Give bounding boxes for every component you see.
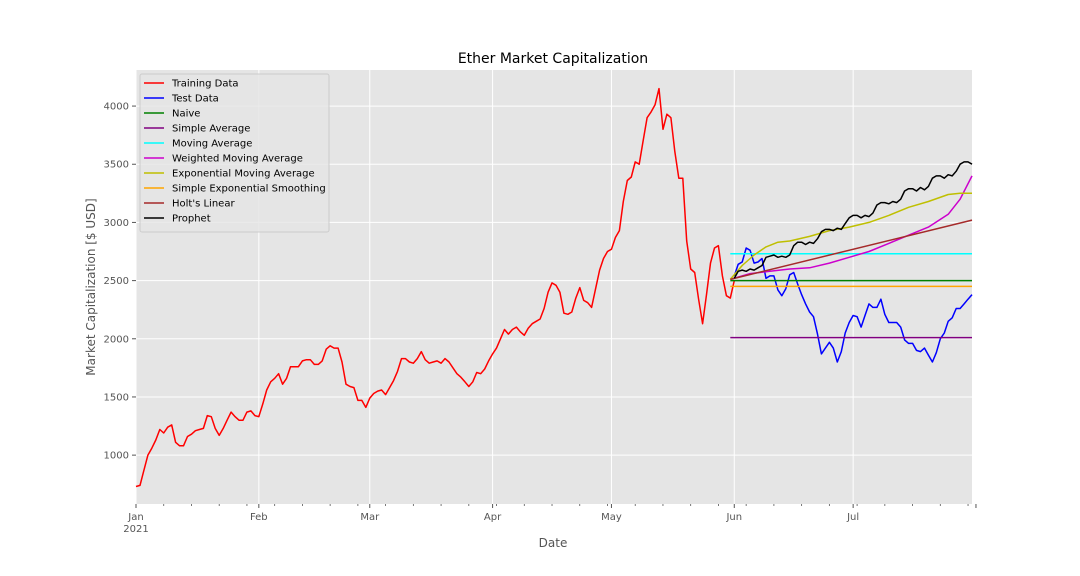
y-tick-label: 2500 — [104, 276, 129, 287]
y-axis: 1000 1500 2000 2500 3000 3500 4000 — [104, 102, 136, 462]
legend-label-weighted-moving-average: Weighted Moving Average — [172, 154, 303, 165]
y-tick-label: 1000 — [104, 451, 129, 462]
legend-label-test-data: Test Data — [171, 94, 219, 105]
x-tick-label: Jun — [725, 512, 742, 523]
legend-label-moving-average: Moving Average — [172, 139, 252, 150]
series-line-prophet — [733, 161, 973, 279]
y-axis-label: Market Capitalization [$ USD] — [84, 198, 98, 375]
series-line-training-data — [135, 87, 736, 488]
legend-label-naive: Naive — [172, 109, 200, 120]
legend-label-holt-s-linear: Holt's Linear — [172, 199, 235, 210]
legend: Training Data Test Data Naive Simple Averag… — [139, 73, 330, 233]
legend-label-simple-exponential-smoothing: Simple Exponential Smoothing — [172, 184, 326, 195]
y-tick-label: 2000 — [104, 334, 129, 345]
legend-label-exponential-moving-average: Exponential Moving Average — [172, 169, 315, 180]
series-line-weighted-moving-average — [730, 175, 973, 281]
y-tick-label: 3500 — [104, 160, 129, 171]
x-tick-label: Jan — [127, 512, 143, 523]
chart-title: Ether Market Capitalization — [458, 51, 648, 67]
x-tick-label: May — [601, 512, 622, 523]
series-layer — [135, 87, 973, 488]
y-tick-label: 3000 — [104, 218, 129, 229]
x-tick-sublabel: 2021 — [123, 524, 148, 535]
legend-label-prophet: Prophet — [172, 214, 211, 225]
x-tick-label: Jul — [846, 512, 859, 523]
series-line-test-data — [733, 247, 973, 363]
x-tick-label: Apr — [484, 512, 502, 523]
legend-box — [139, 73, 330, 233]
x-tick-label: Feb — [250, 512, 268, 523]
x-tick-label: Mar — [360, 512, 380, 523]
y-tick-label: 4000 — [104, 102, 129, 113]
x-axis-label: Date — [539, 536, 568, 550]
y-tick-label: 1500 — [104, 392, 129, 403]
series-line-holt-s-linear — [730, 219, 973, 281]
legend-label-simple-average: Simple Average — [172, 124, 250, 135]
legend-label-training-data: Training Data — [171, 79, 239, 90]
